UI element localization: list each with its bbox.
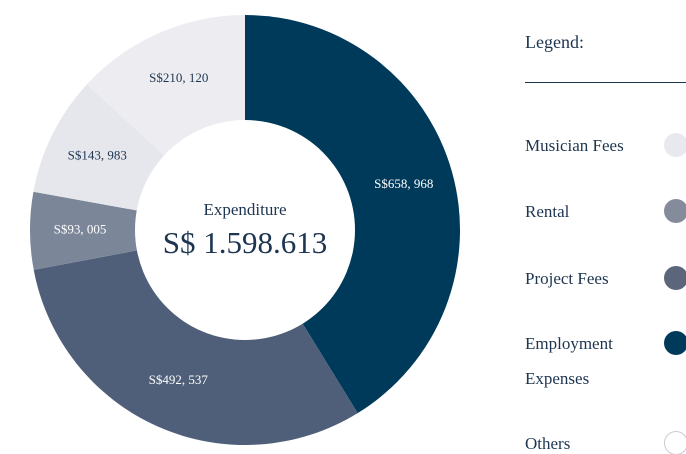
center-title: Expenditure — [203, 200, 286, 219]
legend-item: Project Fees — [525, 261, 686, 296]
donut-chart: S$658, 968 S$492, 537 S$93, 005 S$143, 983 S… — [30, 15, 461, 445]
slice-label: S$658, 968 — [374, 176, 433, 191]
legend-label: Musician Fees — [525, 136, 624, 155]
legend-item: Rental — [525, 194, 686, 229]
legend-item: Musician Fees — [525, 128, 686, 163]
legend-item: Employment Expenses — [525, 326, 686, 396]
slice-label: S$143, 983 — [68, 147, 127, 162]
slice-label: S$492, 537 — [149, 372, 209, 387]
slice-label: S$210, 120 — [149, 70, 208, 85]
legend-item: Others — [525, 426, 686, 454]
legend-swatch — [664, 331, 686, 355]
legend-swatch — [664, 133, 686, 157]
legend: Legend: Musician Fees Rental Project Fees E… — [525, 0, 686, 454]
legend-label: Others — [525, 434, 571, 453]
slice-label: S$93, 005 — [54, 222, 107, 237]
center-value: S$ 1.598.613 — [163, 225, 328, 260]
legend-swatch — [664, 266, 686, 290]
center-hole — [135, 120, 355, 340]
legend-label: Rental — [525, 202, 570, 221]
legend-title: Legend: — [525, 32, 584, 52]
legend-swatch — [664, 199, 686, 223]
legend-label: Employment Expenses — [525, 334, 613, 388]
legend-label: Project Fees — [525, 269, 609, 288]
legend-swatch — [664, 431, 686, 454]
legend-rule — [525, 82, 686, 83]
